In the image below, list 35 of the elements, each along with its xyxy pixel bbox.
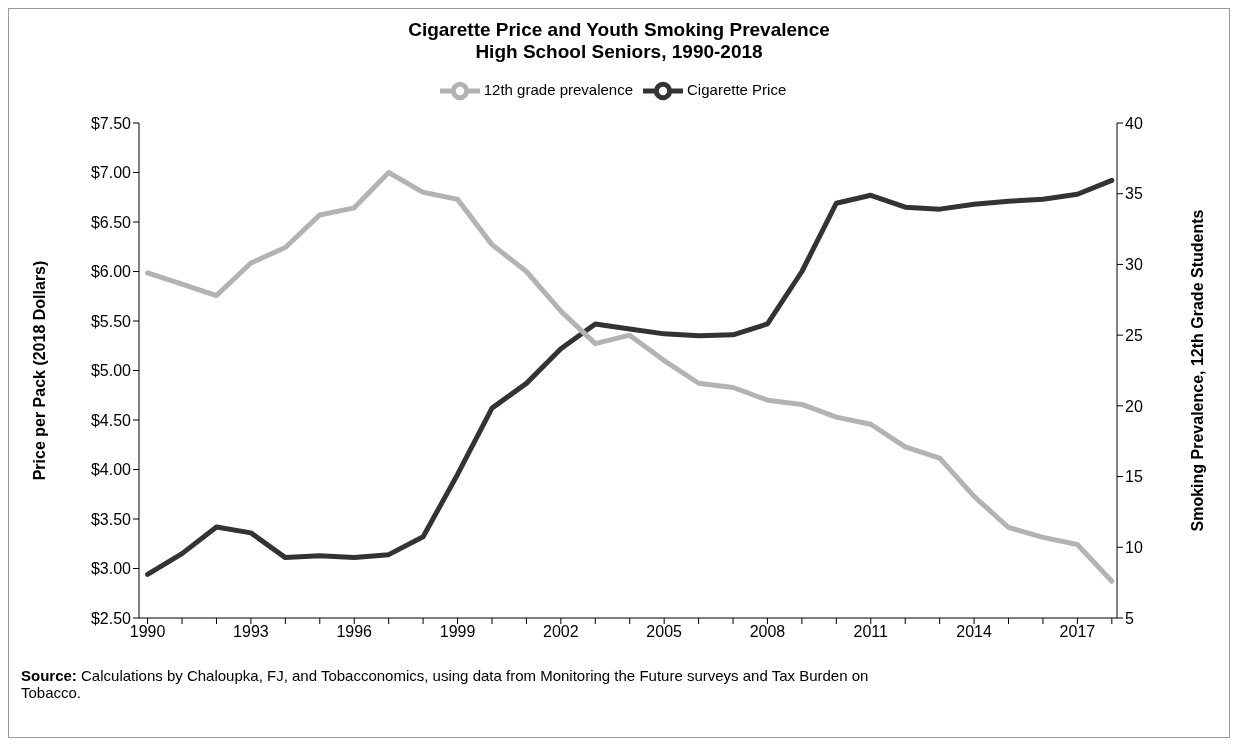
source-note: Source: Calculations by Chaloupka, FJ, and Tobacconomics, using data from Monitoring the Future surveys and Tax Burden on Tobacco. <box>21 667 870 701</box>
y-tick-label: $7.50 <box>90 114 132 132</box>
y2-tick-label: 25 <box>1125 326 1143 344</box>
y2-tick-label: 5 <box>1125 609 1134 627</box>
x-tick-label: 1996 <box>336 623 373 641</box>
chart-title: Cigarette Price and Youth Smoking Prevalence High School Seniors, 1990-2018 <box>407 19 831 63</box>
y-tick-label: $2.50 <box>90 609 132 627</box>
y2-tick-label: 20 <box>1125 397 1143 415</box>
y2-tick-label: 15 <box>1125 468 1143 486</box>
y2-tick-label: 40 <box>1125 114 1143 132</box>
y2-axis-title: Smoking Prevalence, 12th Grade Students <box>1188 209 1206 532</box>
y-tick-label: $4.50 <box>90 411 132 429</box>
y-tick-label: $6.00 <box>90 263 132 281</box>
x-tick-label: 2014 <box>956 623 992 641</box>
x-tick-label: 2011 <box>853 623 889 641</box>
legend-label: Cigarette Price <box>687 81 787 99</box>
y-tick-label: $6.50 <box>90 213 132 231</box>
x-tick-label: 2002 <box>543 623 579 641</box>
y-tick-label: $3.00 <box>90 560 132 578</box>
y-tick-label: $5.00 <box>90 362 132 380</box>
y2-tick-label: 10 <box>1125 538 1143 556</box>
legend-label: 12th grade prevalence <box>483 81 634 99</box>
x-tick-label: 1999 <box>439 623 476 641</box>
y-tick-label: $7.00 <box>90 164 132 182</box>
x-tick-label: 2017 <box>1059 623 1096 641</box>
y2-tick-label: 30 <box>1125 256 1143 274</box>
x-tick-label: 1993 <box>233 623 269 641</box>
y-tick-label: $4.00 <box>90 461 132 479</box>
x-tick-label: 1990 <box>129 623 166 641</box>
y2-tick-label: 35 <box>1125 185 1143 203</box>
x-tick-label: 2008 <box>749 623 786 641</box>
y-tick-label: $3.50 <box>90 510 132 528</box>
y-tick-label: $5.50 <box>90 312 132 330</box>
x-tick-label: 2005 <box>646 623 683 641</box>
y-axis-title: Price per Pack (2018 Dollars) <box>30 260 48 481</box>
